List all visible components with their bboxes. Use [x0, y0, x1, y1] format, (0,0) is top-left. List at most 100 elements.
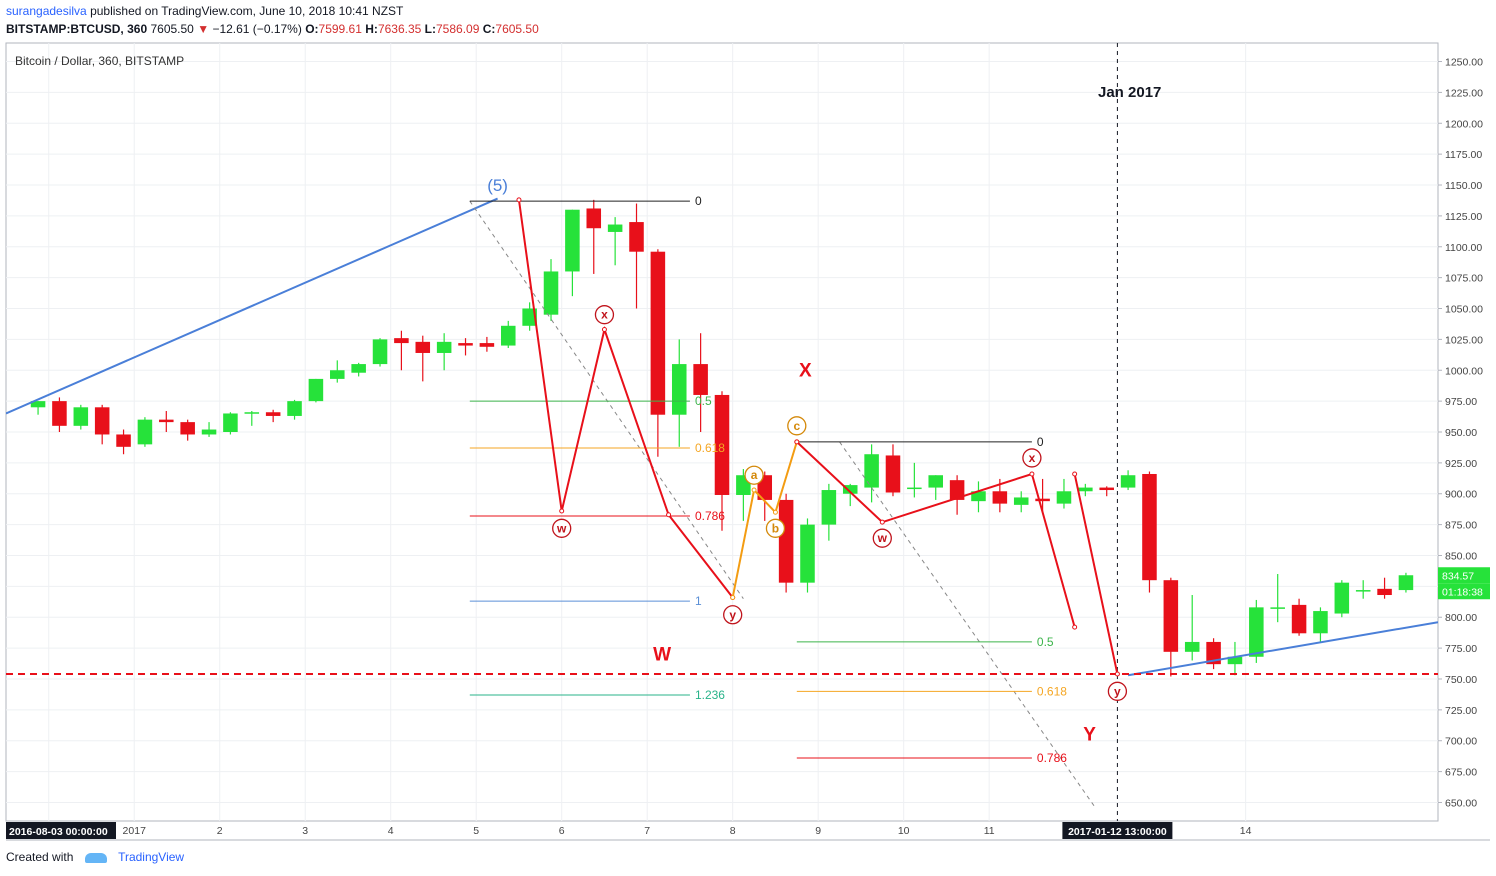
candle-body [1035, 498, 1050, 502]
publish-text: published on TradingView.com, June 10, 2… [90, 4, 404, 18]
price-tick-label: 1175.00 [1445, 149, 1482, 161]
wave-label: c [793, 419, 800, 433]
candle-body [586, 208, 602, 229]
wave-label: w [877, 531, 888, 545]
wave-point [601, 327, 607, 333]
price-tick-label: 650.00 [1445, 797, 1477, 809]
price-tick-label: 1050.00 [1445, 304, 1483, 316]
candle-body [52, 401, 67, 426]
candle-body [1249, 607, 1264, 657]
price-tick-label: 950.00 [1445, 427, 1477, 439]
price-tick-label: 750.00 [1445, 674, 1477, 686]
wave-label: x [601, 308, 608, 322]
grid [6, 43, 1438, 821]
candle-body [137, 419, 153, 445]
candle-body [671, 364, 687, 415]
fib-level-label: 0 [1037, 435, 1044, 449]
price-tick-label: 775.00 [1445, 643, 1477, 655]
fib-trend-dashed-2 [839, 441, 1097, 809]
price-tick-label: 1025.00 [1445, 334, 1483, 346]
price-tick-label: 1125.00 [1445, 211, 1482, 223]
candle-body [351, 364, 366, 373]
wave-label-circle [744, 465, 764, 485]
wave-point [559, 508, 565, 514]
time-tick-label: 3 [302, 825, 308, 837]
candle-body [1313, 611, 1328, 634]
candle-body [885, 455, 901, 493]
blue-trend-lower [1127, 621, 1438, 677]
time-tick-label: 10 [898, 825, 910, 837]
candle-body [73, 407, 89, 426]
candle-body [1163, 580, 1179, 652]
time-badge-left [6, 822, 116, 839]
time-tick-label: 6 [559, 825, 565, 837]
time-tick-label: 7 [644, 825, 650, 837]
candle-body [415, 341, 431, 353]
open-label: O: [305, 22, 319, 36]
last-price-badge-label: 834.57 [1442, 570, 1474, 582]
change-down-icon: ▼ [197, 22, 210, 36]
tradingview-link[interactable]: TradingView [118, 850, 185, 864]
price-tick-label: 850.00 [1445, 550, 1477, 562]
fib-level-label: 0.618 [1037, 684, 1067, 698]
candle-body [565, 209, 580, 272]
price-change: −12.61 (−0.17%) [212, 22, 302, 36]
candle-body [436, 341, 452, 353]
fib-level-label: 0 [695, 194, 702, 208]
wave-point [516, 197, 522, 203]
wave-point [879, 519, 885, 525]
candle-body [1206, 641, 1221, 665]
candle-body [971, 491, 986, 502]
time-badge-cursor [1062, 822, 1173, 839]
candle-body [821, 490, 837, 525]
candle-body [864, 454, 879, 488]
close-label: C: [482, 22, 496, 36]
candle-body [180, 422, 195, 435]
wave-label-circle [594, 305, 615, 325]
wave-point [772, 509, 778, 515]
countdown-badge [1438, 583, 1490, 600]
wave-label: y [1114, 684, 1121, 698]
candle-body [1184, 641, 1200, 652]
price-tick-label: 1000.00 [1445, 365, 1483, 377]
fib-level-label: 0.5 [695, 394, 712, 408]
fib-level-label: 0.786 [1037, 751, 1067, 765]
high-value: 7636.35 [377, 22, 422, 36]
wave-label-circle [1022, 448, 1042, 468]
wave-label-circle [872, 528, 892, 548]
candle-body [479, 343, 495, 347]
price-tick-label: 975.00 [1445, 396, 1477, 408]
time-tick-label: 8 [730, 825, 736, 837]
author-link[interactable]: surangadesilva [6, 4, 87, 18]
wave-degree-label: Y [1083, 725, 1096, 746]
red-wave-y-2 [1073, 473, 1119, 675]
candle-body [842, 485, 858, 494]
candle-body [543, 271, 559, 315]
low-label: L: [424, 22, 436, 36]
wave-point [794, 439, 800, 445]
price-tick-label: 800.00 [1445, 612, 1477, 624]
price-tick-label: 675.00 [1445, 767, 1477, 779]
candle-body [1398, 575, 1414, 591]
wave-point [1072, 624, 1078, 630]
blue-trend-up [6, 197, 498, 415]
symbol-info: BITSTAMP:BTCUSD, 360 7605.50 ▼ −12.61 (−… [6, 22, 539, 36]
time-tick-label: 2 [217, 825, 223, 837]
last-price: 7605.50 [150, 22, 194, 36]
time-tick-label: 9 [815, 825, 821, 837]
price-tick-label: 1250.00 [1445, 57, 1483, 69]
candle-body [1270, 607, 1285, 609]
footer: Created with TradingView [6, 850, 184, 864]
price-tick-label: 1100.00 [1445, 242, 1482, 254]
candle-body [1099, 487, 1114, 491]
candle-body [201, 429, 217, 435]
candle-body [629, 222, 644, 252]
candle-body [992, 491, 1008, 504]
candle-body [287, 401, 302, 416]
candle-body [30, 401, 46, 408]
price-tick-label: 700.00 [1445, 736, 1477, 748]
candle-body [94, 407, 110, 435]
wave-label: w [556, 521, 567, 535]
candle-body [223, 413, 238, 432]
